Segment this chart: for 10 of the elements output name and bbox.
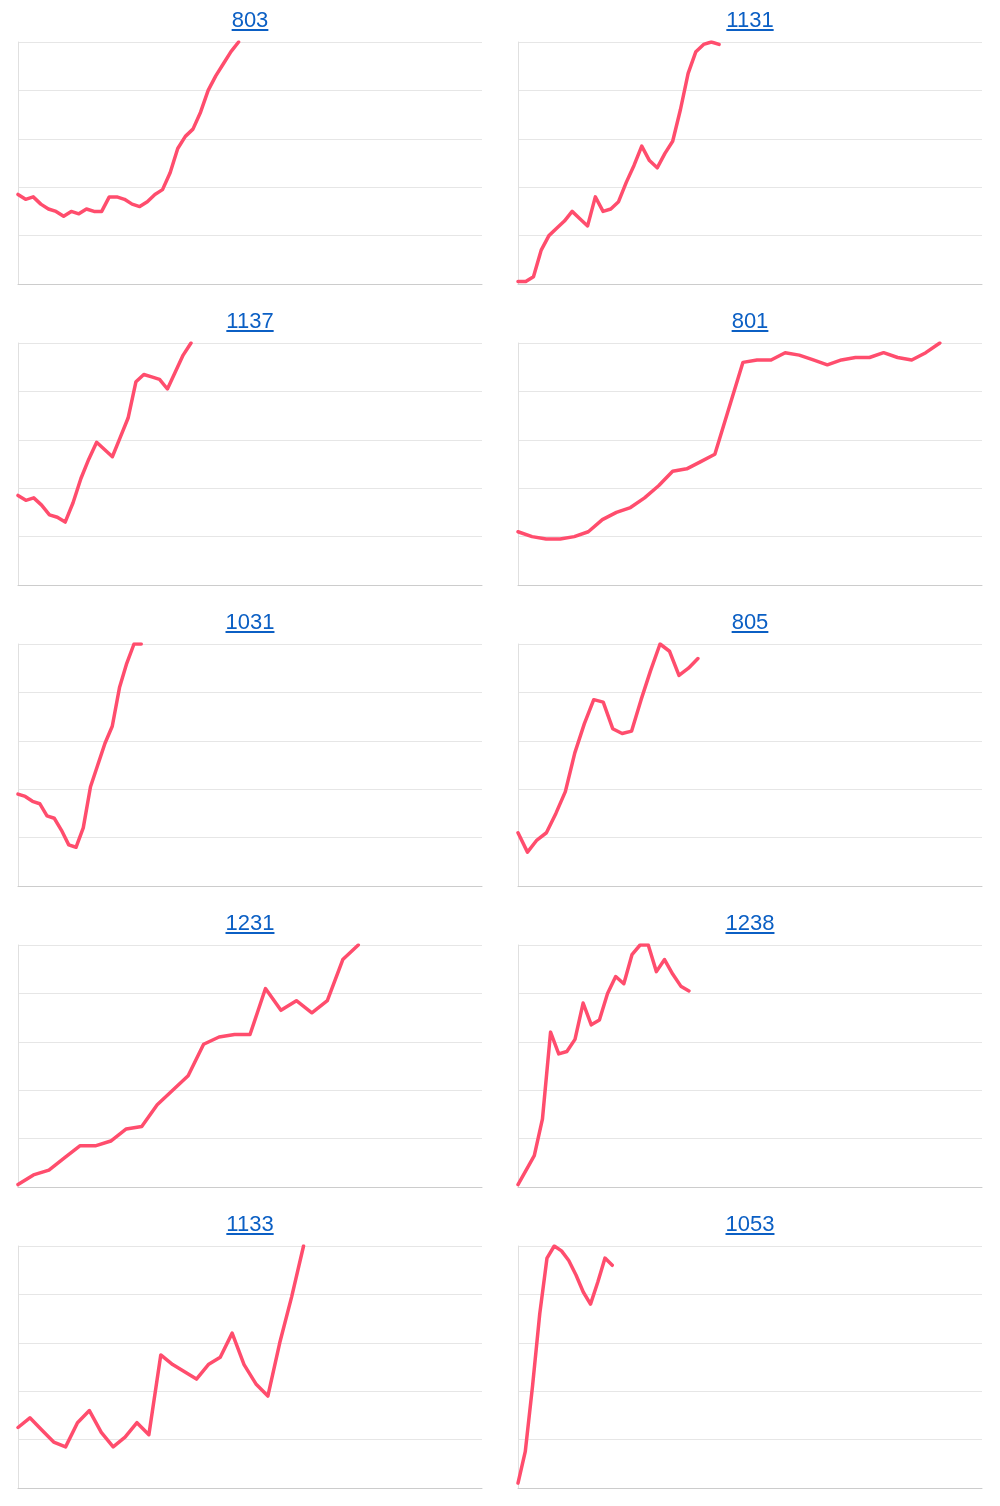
chart-title: 1231: [224, 909, 276, 937]
chart-title: 1131: [725, 6, 775, 34]
chart-title: 803: [230, 6, 270, 34]
chart-title: 1238: [724, 909, 776, 937]
chart-title: 1031: [224, 608, 276, 636]
chart-title: 801: [730, 307, 770, 335]
chart-title: 805: [730, 608, 770, 636]
chart-title: 1053: [724, 1210, 776, 1238]
chart-title: 1133: [225, 1210, 275, 1238]
chart-title: 1137: [225, 307, 275, 335]
